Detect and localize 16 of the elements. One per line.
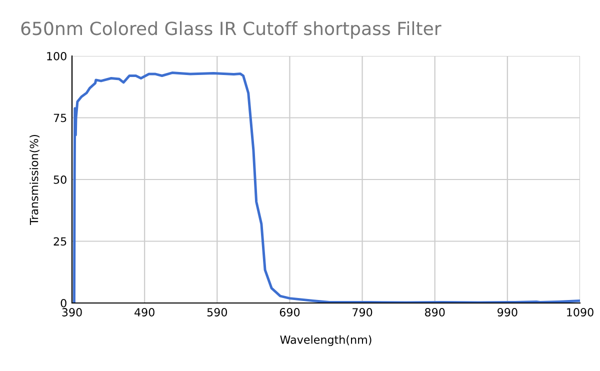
y-tick-label: 75	[54, 114, 66, 122]
y-tick-label: 50	[54, 175, 66, 184]
x-tick-label: 490	[134, 308, 154, 316]
y-tick-label: 25	[54, 237, 66, 246]
x-tick-label: 590	[207, 308, 228, 316]
x-tick-label: 790	[352, 308, 372, 316]
y-tick-label: 0	[60, 298, 66, 308]
x-axis-title: Wavelength(nm)	[280, 335, 372, 346]
x-tick-label: 390	[62, 308, 82, 316]
x-tick-label: 990	[498, 308, 518, 316]
x-tick-label: 890	[425, 308, 445, 316]
y-axis-title: Transmission(%)	[30, 134, 40, 226]
x-tick-label: 690	[280, 308, 300, 316]
y-tick-label: 100	[47, 52, 66, 60]
chart-title: 650nm Colored Glass IR Cutoff shortpass Filter	[21, 21, 442, 39]
x-tick-label: 1090	[567, 308, 594, 316]
